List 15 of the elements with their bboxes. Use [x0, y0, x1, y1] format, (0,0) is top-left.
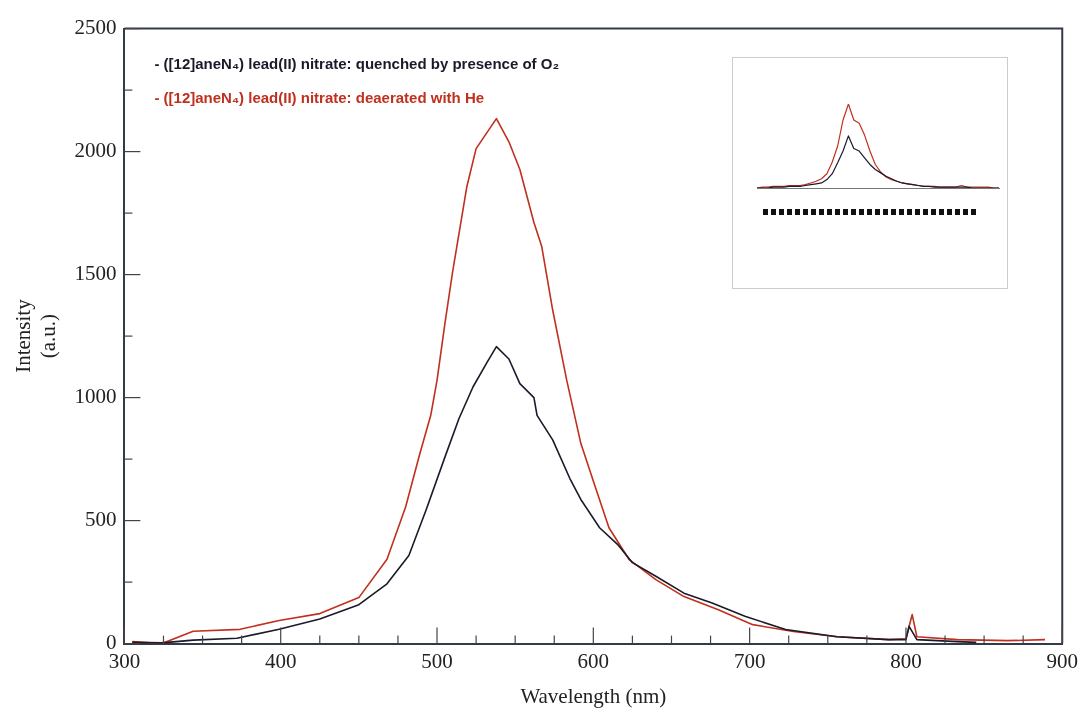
x-tick-label: 500	[421, 648, 453, 673]
x-axis-title: Wavelength (nm)	[520, 683, 667, 708]
x-tick-label: 700	[733, 648, 766, 673]
y-tick-label: 500	[84, 507, 117, 532]
series-label: - ([12]aneN₄) lead(II) nitrate: deaerated with He	[154, 87, 486, 108]
x-tick-label: 400	[264, 648, 297, 673]
y-tick-label: 1000	[74, 384, 117, 409]
y-axis-title: Intensity (a.u.)	[11, 298, 61, 373]
x-tick-label: 800	[890, 648, 922, 673]
y-tick-label: 2000	[74, 138, 117, 163]
x-tick-label: 600	[577, 648, 610, 673]
x-tick-label: 900	[1046, 648, 1078, 673]
text: - ([12]aneN₄) lead(II) nitrate: quenched by presence of O₂	[154, 53, 560, 74]
y-tick-label: 2500	[74, 15, 117, 40]
y-tick-label: 1500	[74, 261, 117, 286]
